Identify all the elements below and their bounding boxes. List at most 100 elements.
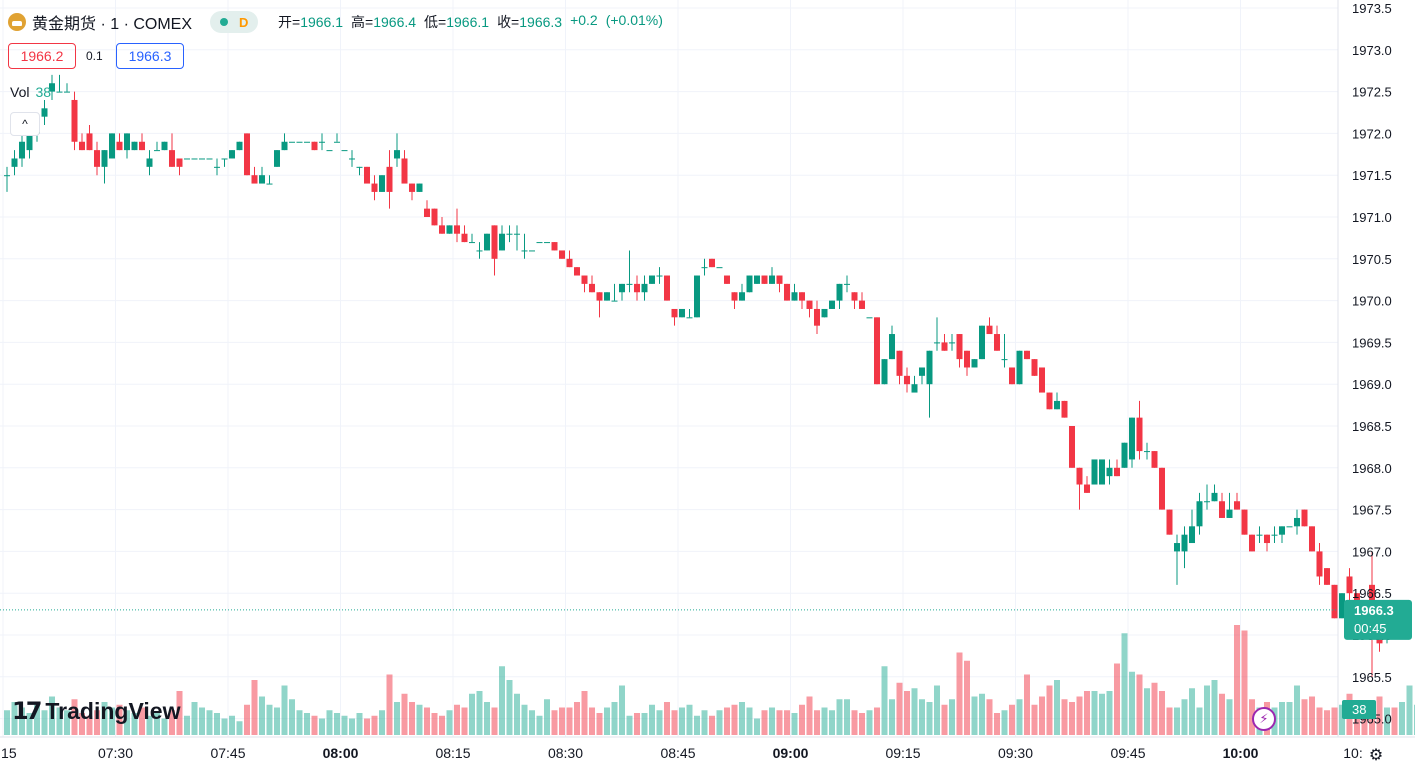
volume-bar: [1009, 704, 1015, 735]
settings-gear-icon[interactable]: ⚙: [1368, 747, 1384, 764]
volume-bar: [26, 713, 33, 735]
volume-bar: [686, 704, 693, 735]
volume-bar: [559, 707, 565, 735]
volume-bar: [439, 715, 445, 735]
ohlc-close: 收=1966.3: [497, 14, 563, 30]
candle-body: [641, 283, 648, 293]
candle-body: [191, 158, 198, 160]
candle-body: [1331, 584, 1338, 619]
volume-bar: [64, 710, 70, 735]
candle-body: [814, 308, 820, 326]
candle-body: [1084, 484, 1090, 493]
candle-body: [829, 300, 835, 309]
last-price-label-box: [1344, 599, 1412, 640]
candle-body: [1219, 501, 1225, 518]
sell-price-button[interactable]: 1966.2: [8, 43, 76, 69]
volume-bar: [544, 699, 550, 735]
candle-body: [911, 384, 918, 393]
candle-body: [469, 242, 475, 244]
volume-bar: [1084, 691, 1090, 735]
volume-bar: [1031, 704, 1038, 735]
volume-bar: [86, 715, 93, 735]
candle-body: [131, 141, 138, 151]
candle-body: [41, 108, 48, 117]
candle-body: [1301, 509, 1308, 527]
price-tick-label: 1971.0: [1352, 210, 1392, 225]
volume-bar: [386, 674, 393, 735]
candle-body: [154, 150, 160, 152]
lightning-bolt-icon[interactable]: ⚡: [1252, 707, 1276, 731]
candle-body: [1151, 451, 1158, 468]
volume-bar: [154, 713, 160, 735]
volume-bar: [1354, 710, 1360, 735]
volume-bar: [236, 721, 243, 735]
volume-bar: [1016, 699, 1023, 735]
volume-bar: [731, 704, 738, 735]
volume-bar: [1121, 633, 1128, 735]
market-status-pill[interactable]: D: [210, 11, 259, 33]
volume-bar: [116, 704, 123, 735]
volume-bar: [431, 713, 438, 735]
candle-body: [1279, 526, 1285, 535]
volume-bar: [446, 710, 453, 735]
volume-bar: [694, 715, 700, 735]
volume-bar: [1406, 685, 1413, 735]
candle-body: [4, 175, 10, 177]
volume-bar: [671, 710, 678, 735]
candle-body: [506, 233, 513, 235]
volume-bar: [641, 713, 648, 735]
candle-body: [671, 308, 678, 318]
ohlc-change: +0.2: [570, 12, 598, 28]
volume-bar: [1204, 685, 1210, 735]
candle-body: [289, 141, 295, 143]
tradingview-logo[interactable]: 17 TradingView: [12, 697, 180, 725]
tradingview-wordmark: TradingView: [45, 697, 181, 724]
volume-bar: [949, 699, 955, 735]
gold-bar-icon: [8, 13, 26, 31]
symbol-title[interactable]: 黄金期货 · 1 · COMEX: [32, 16, 193, 33]
candle-body: [1174, 543, 1180, 552]
candle-body: [394, 150, 400, 159]
volume-bar: [836, 699, 843, 735]
volume-bar: [1211, 680, 1218, 735]
volume-bar: [1241, 630, 1248, 735]
candle-body: [1271, 534, 1278, 536]
candle-body: [1091, 459, 1098, 485]
volume-bar: [184, 715, 190, 735]
volume-bar: [1294, 685, 1300, 735]
candle-body: [176, 158, 183, 167]
volume-bar: [1129, 671, 1135, 735]
volume-bar: [619, 685, 625, 735]
price-tick-label: 1971.5: [1352, 168, 1392, 183]
candle-body: [596, 292, 603, 301]
collapse-legend-button[interactable]: ^: [10, 112, 40, 136]
market-open-dot-icon: [219, 18, 228, 26]
candle-body: [1076, 467, 1083, 485]
candle-body: [1256, 534, 1263, 536]
candle-body: [544, 242, 550, 244]
buy-price-button[interactable]: 1966.3: [116, 43, 184, 69]
candle-body: [521, 250, 528, 252]
candle-body: [851, 292, 858, 301]
volume-bar: [341, 715, 348, 735]
volume-bar: [484, 702, 490, 735]
volume-bar: [394, 702, 400, 735]
volume-bar: [1136, 674, 1143, 735]
volume-bar: [1331, 707, 1338, 735]
volume-bar: [896, 682, 903, 735]
candle-body: [776, 275, 783, 284]
candle-body: [1309, 526, 1315, 552]
candle-body: [461, 233, 468, 243]
volume-bar: [1279, 702, 1285, 735]
volume-bar: [326, 710, 333, 735]
volume-bar: [604, 707, 610, 735]
candle-body: [1226, 509, 1233, 518]
volume-bar: [169, 710, 175, 735]
volume-bar: [214, 713, 220, 735]
candle-body: [484, 233, 490, 251]
candle-body: [1241, 509, 1248, 535]
volume-bar: [71, 699, 78, 735]
candle-body: [761, 275, 768, 284]
